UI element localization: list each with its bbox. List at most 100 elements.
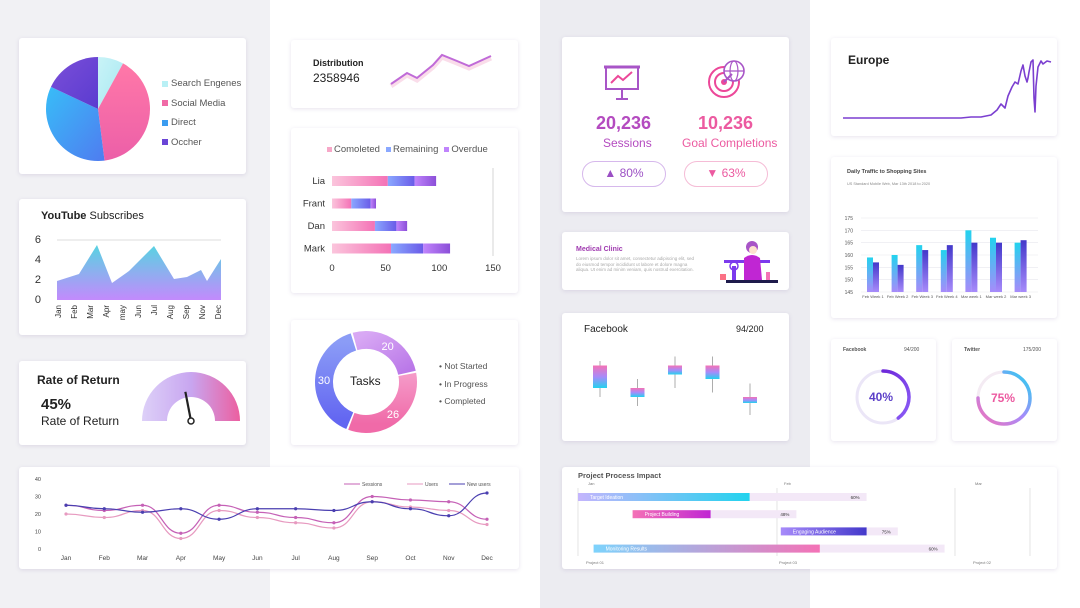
series-point [64,503,68,507]
facebook-ring-card: Facebook 94/200 40% [831,339,936,441]
sessions-change-pill: ▲ 80% [582,161,666,187]
twitter-ring-title: Twitter [964,347,981,353]
donut-segment [348,372,417,433]
pie-legend-item: Occher [162,133,241,153]
month-label: Feb [70,304,79,318]
x-tick-label: Feb Week 4 [936,294,958,299]
ring-progress-arc [976,370,1032,426]
series-point [102,515,106,520]
y-tick-label: 10 [35,530,41,536]
x-tick-label: Mar week 3 [1010,294,1031,299]
project-card: Project Process Impact Jan Feb Mar Target … [562,467,1057,569]
facebook-candle-card: Facebook 94/200 [562,313,789,441]
ror-card: Rate of Return 45% Rate of Return [19,361,246,445]
series-point [447,508,451,513]
facebook-ring-title: Facebook [843,347,867,353]
gantt-bar-progress [780,527,867,536]
target-globe-icon [708,60,745,98]
task-bar-segment [414,176,437,186]
month-label: Aug [166,305,175,319]
series-point [294,507,298,511]
donut-segment [352,331,416,376]
task-bar-segment [370,198,377,209]
goal-value: 10,236 [698,113,754,133]
medical-title: Medical Clinic [576,246,623,253]
task-bar-segment [332,198,352,209]
month-label: Apr [176,555,187,562]
traffic-bar-b [922,250,929,292]
series-point [102,507,106,511]
month-label: Dec [481,555,493,562]
legend-swatch [162,119,168,126]
legend-swatch [162,80,168,87]
donut-legend-item: • Not Started [439,361,488,371]
month-label: Mar [137,555,149,562]
gantt-task-name: Project Building [645,512,680,518]
series-point [332,526,336,530]
task-bar-segment [374,221,397,231]
y-tick-label: 40 [35,477,41,483]
ring-progress-arc [881,369,911,420]
pie-slice [98,63,151,161]
series-point [294,515,298,520]
pie-legend-label: Social Media [171,97,226,109]
series-point [370,500,374,504]
y-tick-label: 170 [845,228,854,234]
gantt-month-label: Jan [588,481,594,486]
month-label: Aug [328,555,340,562]
legend-swatch [162,100,168,107]
task-bar-segment [391,243,424,254]
sessions-label: Sessions [603,136,652,150]
twitter-ring-value: 75% [991,391,1016,405]
candle-body [630,388,645,397]
task-bar-segment [396,221,408,231]
donut-value-label: 20 [382,341,394,353]
tasks-donut: 30 20 26 [315,331,417,433]
series-point [447,514,451,518]
pie-legend: Search Engenes Social Media Direct Occher [162,74,241,152]
series-point [217,508,221,513]
month-label: Nov [198,305,207,319]
x-tick-label: Feb Week 3 [911,294,933,299]
gantt-task-pct: 60% [929,547,938,552]
candlestick-chart [593,356,757,415]
donut-center: Tasks [350,374,381,388]
traffic-card: Daily Traffic to Shopping Sites US Stand… [831,157,1057,318]
gantt-task-pct: 60% [851,495,860,500]
series-point [217,503,221,507]
traffic-bar-a [891,255,898,292]
candle-body [593,365,607,388]
task-legend-label: Overdue [451,144,488,155]
x-tick-label: Feb Week 2 [887,294,909,299]
y-tick-label: 20 [35,512,41,518]
task-bar-segment [332,221,375,231]
month-label: Apr [102,305,111,318]
series-point [485,517,489,521]
task-bar-segment [332,176,388,186]
distribution-sparkline [389,53,493,89]
pie-legend-item: Direct [162,113,241,133]
legend-label: Sessions [362,482,383,488]
y-tick-label: 30 [35,495,41,501]
legend-swatch [162,139,168,146]
pie-legend-label: Search Engenes [171,78,242,90]
candle-body [743,397,757,403]
gantt-task-pct: 48% [780,512,789,517]
stats-card: 20,236 Sessions 10,236 Goal Completions … [562,37,789,212]
distribution-value: 2358946 [313,71,360,85]
gantt-chart: Jan Feb Mar Target Ideation 60% Project Buil… [577,481,1031,565]
youtube-area-chart: 6 4 2 0 Jan Feb Mar Apr may Jun Jul Aug Sep Nov Dec [35,234,223,320]
medical-card: Medical Clinic Lorem ipsum dolor sit ame… [562,232,789,290]
month-label: May [213,555,226,562]
y-tick-label: 165 [845,241,854,247]
facebook-candle-count: 94/200 [736,324,764,334]
traffic-bar-a [990,237,996,292]
task-bar-chart: Lia Frant Dan Mark 0 50 100 150 [303,168,501,274]
series-point [64,512,68,516]
sessions-lines-chart: 40 30 20 10 0 Sessions Users New users Jan Feb M… [35,477,494,562]
task-legend-item: Remaining [385,144,438,155]
traffic-title: Daily Traffic to Shopping Sites [847,169,927,175]
donut-legend-item: • In Progress [439,378,488,389]
sessions-value: 20,236 [596,113,652,133]
month-label: Nov [443,555,455,562]
